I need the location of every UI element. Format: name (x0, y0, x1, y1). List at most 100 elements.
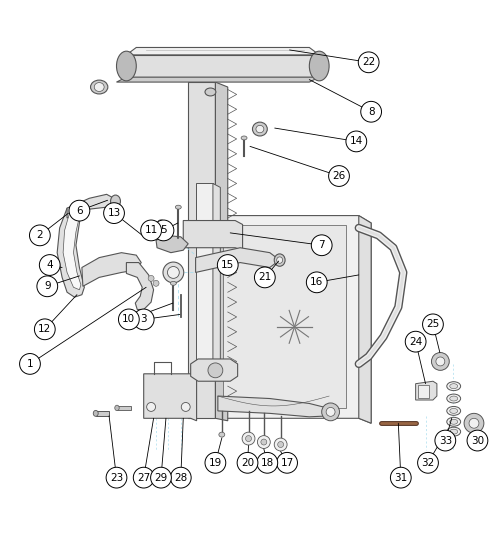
Polygon shape (144, 374, 197, 421)
Polygon shape (418, 385, 429, 398)
Polygon shape (116, 77, 319, 82)
Circle shape (37, 276, 58, 297)
Text: 27: 27 (137, 472, 150, 483)
Circle shape (422, 314, 444, 335)
Circle shape (361, 101, 382, 122)
Text: 20: 20 (241, 458, 254, 468)
Polygon shape (183, 220, 242, 250)
Text: 9: 9 (44, 281, 51, 291)
Text: 17: 17 (280, 458, 293, 468)
Ellipse shape (450, 419, 458, 424)
Polygon shape (96, 411, 109, 416)
Text: 14: 14 (350, 136, 363, 147)
Polygon shape (210, 216, 371, 423)
Text: 31: 31 (394, 472, 407, 483)
Circle shape (170, 467, 191, 488)
Ellipse shape (115, 405, 119, 411)
Text: 15: 15 (221, 260, 234, 270)
Ellipse shape (447, 381, 460, 391)
Circle shape (153, 280, 159, 286)
Circle shape (20, 354, 40, 374)
Text: 16: 16 (310, 277, 324, 287)
Ellipse shape (168, 266, 179, 278)
Polygon shape (188, 82, 216, 418)
Circle shape (205, 453, 226, 473)
Ellipse shape (310, 51, 329, 81)
Polygon shape (190, 359, 238, 381)
Ellipse shape (170, 281, 176, 285)
Text: 23: 23 (110, 472, 123, 483)
Text: 28: 28 (174, 472, 188, 483)
Circle shape (182, 402, 190, 411)
Text: 33: 33 (438, 435, 452, 446)
Circle shape (104, 203, 124, 224)
Circle shape (436, 357, 445, 366)
Circle shape (390, 467, 411, 488)
Circle shape (276, 453, 297, 473)
Text: 30: 30 (471, 435, 484, 446)
Ellipse shape (158, 220, 164, 223)
Ellipse shape (205, 88, 216, 96)
Text: 22: 22 (362, 57, 376, 67)
Circle shape (274, 438, 287, 451)
Polygon shape (223, 225, 346, 408)
Text: 8: 8 (368, 107, 374, 117)
Circle shape (237, 453, 258, 473)
Ellipse shape (447, 407, 460, 415)
Circle shape (106, 467, 127, 488)
Circle shape (328, 166, 349, 186)
Circle shape (218, 255, 238, 276)
Circle shape (40, 255, 60, 276)
Ellipse shape (447, 394, 460, 403)
Circle shape (254, 267, 275, 288)
Circle shape (208, 363, 223, 378)
Ellipse shape (256, 125, 264, 133)
Circle shape (312, 235, 332, 256)
Text: 13: 13 (108, 208, 120, 218)
Circle shape (258, 435, 270, 448)
Text: 29: 29 (154, 472, 168, 483)
Text: 4: 4 (46, 260, 53, 270)
Circle shape (432, 353, 450, 370)
Circle shape (150, 467, 172, 488)
Polygon shape (156, 235, 188, 253)
Ellipse shape (276, 257, 282, 263)
Polygon shape (82, 253, 141, 286)
Text: 19: 19 (209, 458, 222, 468)
Ellipse shape (94, 82, 104, 91)
Polygon shape (116, 406, 132, 410)
Text: 26: 26 (332, 171, 345, 181)
Ellipse shape (274, 254, 285, 266)
Ellipse shape (252, 122, 268, 136)
Text: 24: 24 (409, 337, 422, 347)
Circle shape (406, 331, 426, 352)
Circle shape (148, 276, 154, 281)
Circle shape (146, 402, 156, 411)
Circle shape (469, 418, 479, 428)
Polygon shape (213, 184, 220, 365)
Ellipse shape (447, 427, 460, 436)
Circle shape (246, 435, 252, 441)
Polygon shape (126, 48, 319, 55)
Ellipse shape (116, 51, 136, 81)
Text: 10: 10 (122, 315, 136, 324)
Circle shape (346, 131, 366, 152)
Circle shape (278, 441, 283, 447)
Polygon shape (216, 82, 228, 421)
Polygon shape (196, 184, 213, 364)
Text: 21: 21 (258, 272, 272, 282)
Ellipse shape (94, 410, 98, 416)
Ellipse shape (450, 408, 458, 414)
Circle shape (30, 225, 50, 246)
Text: 3: 3 (140, 315, 147, 324)
Ellipse shape (450, 384, 458, 388)
Polygon shape (196, 248, 280, 272)
Circle shape (153, 220, 174, 241)
Circle shape (140, 220, 162, 241)
Polygon shape (218, 396, 330, 417)
Polygon shape (67, 194, 114, 218)
Text: 2: 2 (36, 231, 43, 240)
Ellipse shape (241, 136, 247, 140)
Ellipse shape (90, 80, 108, 94)
Circle shape (34, 319, 55, 340)
